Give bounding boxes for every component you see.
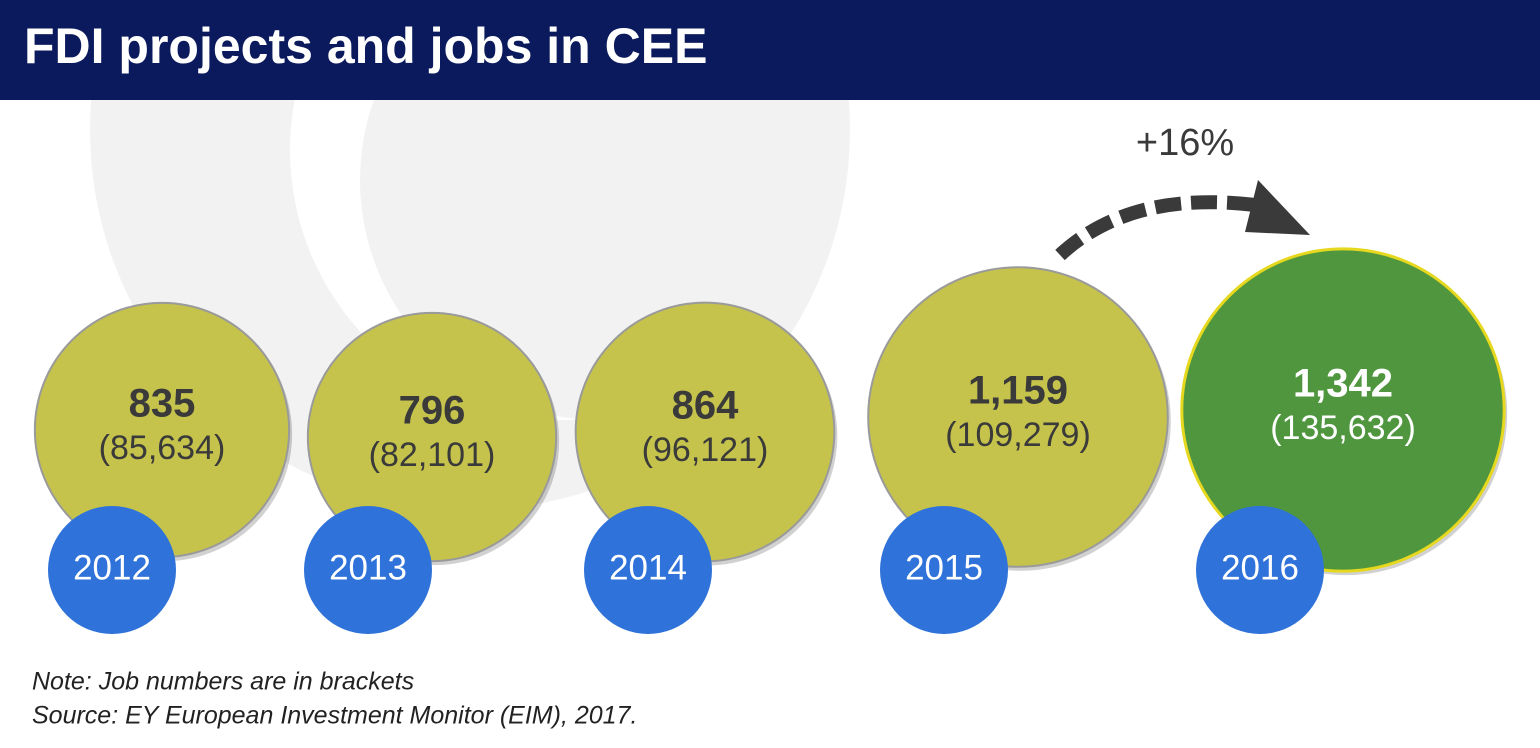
note: Note: Job numbers are in brackets xyxy=(32,668,414,696)
chart-title: FDI projects and jobs in CEE xyxy=(24,18,707,74)
growth-arrow xyxy=(1055,195,1256,261)
source: Source: EY European Investment Monitor (… xyxy=(32,702,637,730)
project-count: 1,342 xyxy=(1293,362,1393,406)
job-count: (82,101) xyxy=(369,436,496,474)
project-count: 864 xyxy=(672,384,739,428)
year-label: 2014 xyxy=(609,548,687,587)
bubble xyxy=(1180,247,1506,573)
year-badge xyxy=(584,506,712,634)
bubble xyxy=(867,266,1169,568)
project-count: 835 xyxy=(129,382,196,426)
year-label: 2012 xyxy=(73,548,151,587)
job-count: (85,634) xyxy=(99,429,226,467)
bubble xyxy=(306,311,558,563)
bubbles: 835(85,634) 2012 796(82,101) 2013 864(96,121… xyxy=(33,247,1508,634)
job-count: (109,279) xyxy=(945,416,1091,454)
arrow-head xyxy=(1245,180,1310,235)
year-label: 2015 xyxy=(905,548,983,587)
job-count: (135,632) xyxy=(1270,409,1416,447)
year-badge xyxy=(880,506,1008,634)
job-count: (96,121) xyxy=(642,431,769,469)
year-label: 2013 xyxy=(329,548,407,587)
year-badge xyxy=(1196,506,1324,634)
header-band xyxy=(0,0,1540,100)
year-badge xyxy=(48,506,176,634)
year-label: 2016 xyxy=(1221,548,1299,587)
annotation: +16% xyxy=(1136,122,1234,164)
project-count: 1,159 xyxy=(968,369,1068,413)
year-badge xyxy=(304,506,432,634)
project-count: 796 xyxy=(399,389,466,433)
